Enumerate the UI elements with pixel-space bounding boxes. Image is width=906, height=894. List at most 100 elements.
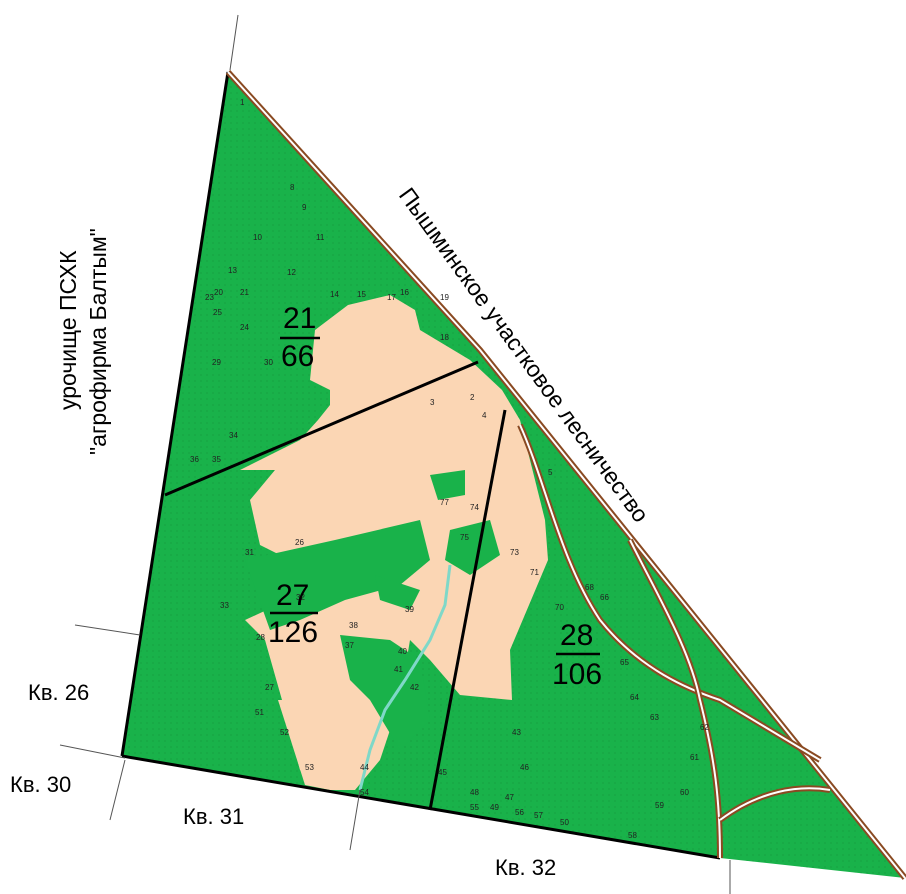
quarter-number: 28 xyxy=(560,619,593,652)
plot-number: 17 xyxy=(387,293,396,302)
road-core xyxy=(519,424,821,761)
quarter-28-label: 28 106 xyxy=(552,619,602,691)
forest-island xyxy=(430,470,465,500)
plot-number: 29 xyxy=(212,358,221,367)
road-core xyxy=(719,787,831,821)
plot-number: 59 xyxy=(655,801,664,810)
plot-number: 61 xyxy=(690,753,699,762)
plot-number: 16 xyxy=(400,288,409,297)
plot-number: 36 xyxy=(190,455,199,464)
plot-number: 11 xyxy=(316,233,325,242)
plot-number: 30 xyxy=(264,358,273,367)
plot-number: 52 xyxy=(280,728,289,737)
plot-number: 62 xyxy=(700,723,709,732)
grid-line xyxy=(59,744,126,759)
plot-number: 2 xyxy=(470,393,475,402)
plot-number: 12 xyxy=(287,268,296,277)
quarter-area: 106 xyxy=(552,658,602,691)
forest-island xyxy=(245,520,430,630)
forest-island xyxy=(375,575,420,610)
plot-number: 15 xyxy=(357,290,366,299)
quarter-21-label: 21 66 xyxy=(280,302,320,373)
plot-number: 14 xyxy=(330,290,339,299)
quarter-27-label: 27 126 xyxy=(268,579,318,649)
quarter-31-label: Кв. 31 xyxy=(183,804,244,829)
roads xyxy=(225,69,906,880)
plot-number: 40 xyxy=(398,647,407,656)
plot-number: 74 xyxy=(470,503,479,512)
left-area-label-line1: урочище ПСХК xyxy=(55,250,81,410)
quarter-26-label: Кв. 26 xyxy=(28,680,89,705)
plot-number: 42 xyxy=(410,683,419,692)
plot-number: 55 xyxy=(470,803,479,812)
road-core xyxy=(629,539,721,859)
plot-number: 39 xyxy=(405,605,414,614)
plot-number: 77 xyxy=(440,498,449,507)
plot-number: 35 xyxy=(212,455,221,464)
plot-number: 34 xyxy=(229,431,238,440)
plot-number: 4 xyxy=(482,411,487,420)
plot-number: 46 xyxy=(520,763,529,772)
plot-number: 54 xyxy=(360,788,369,797)
plot-number: 43 xyxy=(512,728,521,737)
plot-number: 63 xyxy=(650,713,659,722)
quarter-number: 27 xyxy=(276,579,309,612)
clearing-area xyxy=(278,700,330,790)
plot-number: 75 xyxy=(460,533,469,542)
plot-number: 20 xyxy=(214,288,223,297)
plot-number: 33 xyxy=(220,601,229,610)
plot-number: 31 xyxy=(245,548,254,557)
plot-number: 58 xyxy=(628,831,637,840)
quarter-number: 21 xyxy=(283,302,316,335)
quarter-32-label: Кв. 32 xyxy=(495,855,556,880)
quarter-boundary xyxy=(428,409,507,811)
quarter-boundary xyxy=(121,754,721,860)
quarter-30-label: Кв. 30 xyxy=(10,772,71,797)
plot-number: 8 xyxy=(290,183,295,192)
plot-number: 27 xyxy=(265,683,274,692)
left-area-label-line2: "агрофирма Балтым" xyxy=(85,228,111,455)
road-core xyxy=(227,71,906,879)
plot-number: 41 xyxy=(394,665,403,674)
plot-number: 53 xyxy=(305,763,314,772)
quarter-area: 126 xyxy=(268,616,318,649)
plot-number: 37 xyxy=(345,641,354,650)
plot-number: 47 xyxy=(505,793,514,802)
grid-line xyxy=(109,759,126,821)
plot-number: 9 xyxy=(302,203,307,212)
plot-number: 51 xyxy=(255,708,264,717)
plot-number: 23 xyxy=(205,293,214,302)
forest-island xyxy=(340,635,430,750)
plot-number: 32 xyxy=(296,593,305,602)
grid-line xyxy=(74,624,141,636)
grid-line xyxy=(349,789,361,851)
plot-number: 71 xyxy=(530,568,539,577)
forest-island xyxy=(445,520,500,575)
plot-number: 24 xyxy=(240,323,249,332)
plot-number: 18 xyxy=(440,333,449,342)
plot-number: 49 xyxy=(490,803,499,812)
plot-number: 48 xyxy=(470,788,479,797)
plot-number: 70 xyxy=(555,603,564,612)
plot-number: 57 xyxy=(534,811,543,820)
plot-number: 28 xyxy=(256,633,265,642)
plot-number: 60 xyxy=(680,788,689,797)
plot-number: 44 xyxy=(360,763,369,772)
plot-number: 68 xyxy=(585,583,594,592)
plot-number: 1 xyxy=(240,98,245,107)
plot-number: 45 xyxy=(438,768,447,777)
plot-number: 56 xyxy=(515,808,524,817)
plot-number: 50 xyxy=(560,818,569,827)
plot-number: 13 xyxy=(228,266,237,275)
plot-number: 5 xyxy=(548,468,553,477)
plot-number: 66 xyxy=(600,593,609,602)
plot-number: 65 xyxy=(620,658,629,667)
plot-number: 73 xyxy=(510,548,519,557)
plot-number: 38 xyxy=(349,621,358,630)
quarter-boundary xyxy=(164,360,479,497)
stream xyxy=(358,564,452,791)
grid-line xyxy=(229,14,239,71)
